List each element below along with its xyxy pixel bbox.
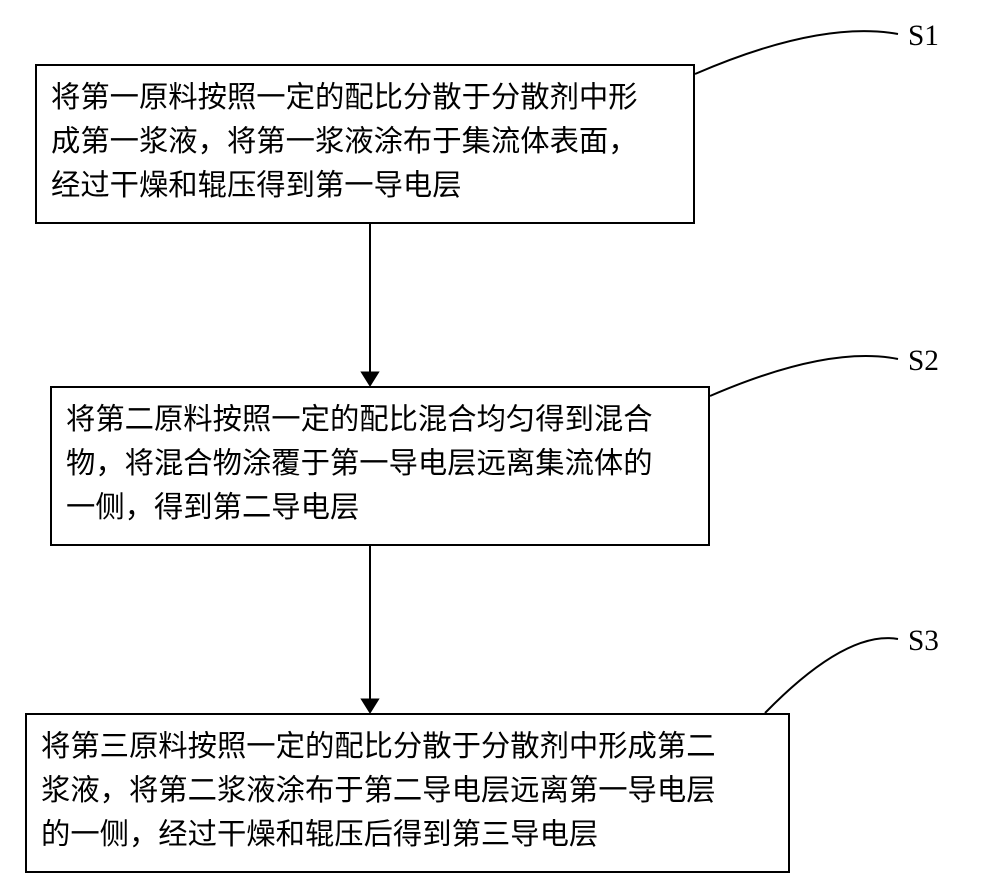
flowchart-canvas: 将第一原料按照一定的配比分散于分散剂中形 成第一浆液，将第一浆液涂布于集流体表面… xyxy=(0,0,1000,894)
step-label-s2: S2 xyxy=(908,345,939,378)
step-text-s3: 将第三原料按照一定的配比分散于分散剂中形成第二 浆液，将第二浆液涂布于第二导电层… xyxy=(41,725,774,857)
callout-path-s3 xyxy=(765,638,898,713)
arrow-head-s1-s2 xyxy=(361,372,379,386)
step-box-s3: 将第三原料按照一定的配比分散于分散剂中形成第二 浆液，将第二浆液涂布于第二导电层… xyxy=(25,713,790,873)
step-box-s2: 将第二原料按照一定的配比混合均匀得到混合 物，将混合物涂覆于第一导电层远离集流体… xyxy=(50,386,710,546)
step-label-s1: S1 xyxy=(908,20,939,53)
step-text-s2: 将第二原料按照一定的配比混合均匀得到混合 物，将混合物涂覆于第一导电层远离集流体… xyxy=(66,398,694,530)
step-text-s1: 将第一原料按照一定的配比分散于分散剂中形 成第一浆液，将第一浆液涂布于集流体表面… xyxy=(51,76,679,208)
step-box-s1: 将第一原料按照一定的配比分散于分散剂中形 成第一浆液，将第一浆液涂布于集流体表面… xyxy=(35,64,695,224)
callout-path-s2 xyxy=(710,356,898,396)
step-label-s3: S3 xyxy=(908,625,939,658)
arrow-head-s2-s3 xyxy=(361,699,379,713)
callout-path-s1 xyxy=(695,31,898,74)
